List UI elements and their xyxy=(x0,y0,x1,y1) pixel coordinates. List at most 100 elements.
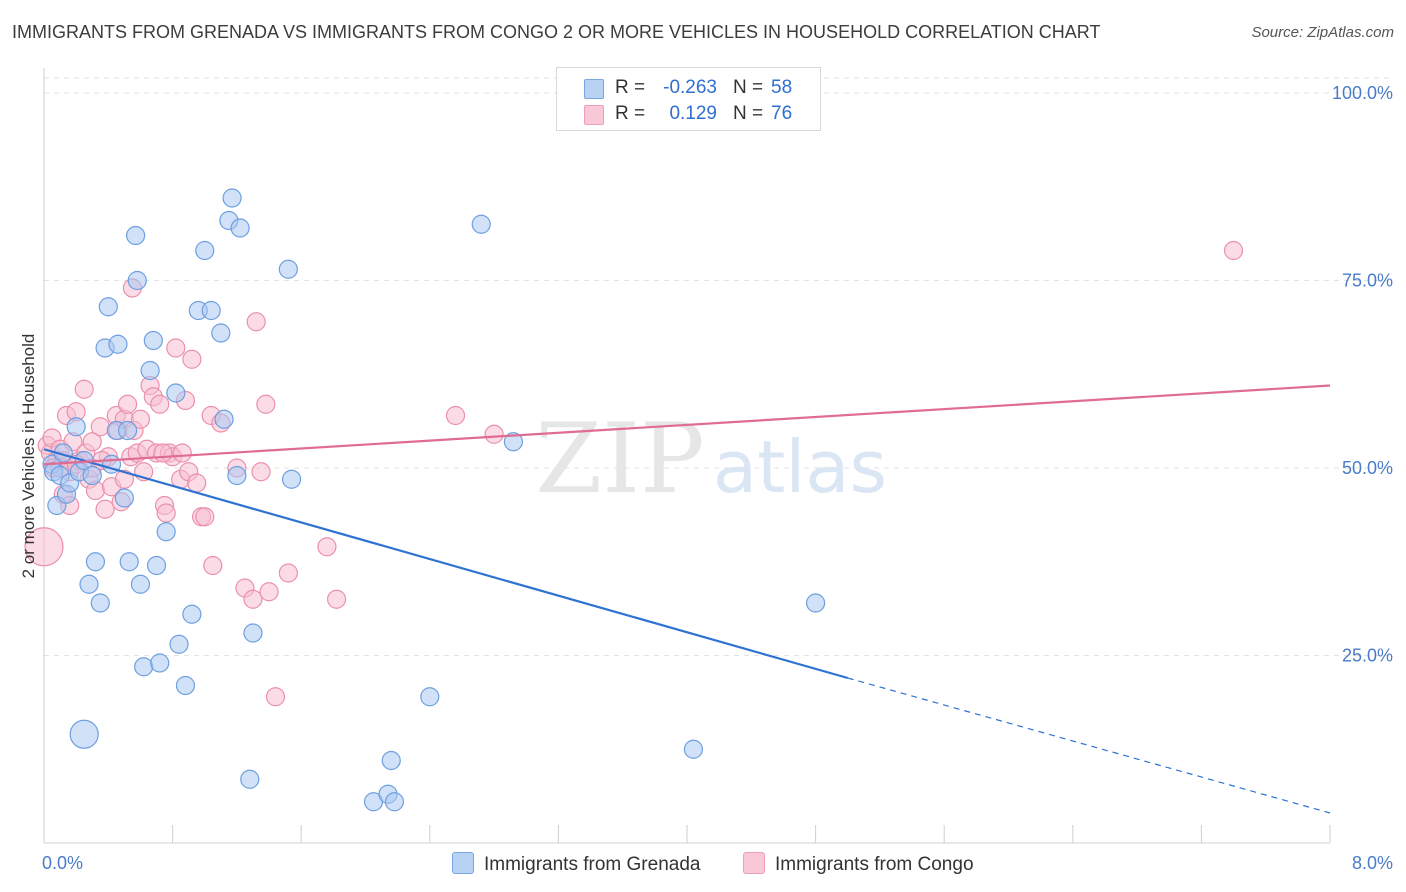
y-tick-label: 100.0% xyxy=(1332,83,1393,103)
grenada-point xyxy=(384,792,405,812)
grenada-point xyxy=(195,240,215,261)
congo-point xyxy=(153,443,173,463)
grenada-point xyxy=(240,769,260,789)
legend-label-congo: Immigrants from Congo xyxy=(775,854,974,875)
grenada-point xyxy=(230,218,250,238)
legend-item-grenada[interactable]: Immigrants from Grenada xyxy=(452,852,700,876)
grenada-point xyxy=(127,270,147,291)
congo-point xyxy=(187,473,207,493)
grenada-point xyxy=(420,687,440,707)
grenada-point xyxy=(222,188,242,208)
congo-point xyxy=(317,537,337,557)
y-tick-label: 25.0% xyxy=(1342,646,1393,666)
watermark: ZIP atlas xyxy=(535,403,887,515)
legend-n-value: 76 xyxy=(771,103,793,124)
congo-point xyxy=(95,499,115,519)
congo-point xyxy=(326,589,347,609)
grenada-point xyxy=(108,334,128,354)
grenada-point xyxy=(805,593,826,613)
grenada-point xyxy=(114,488,134,508)
congo-point xyxy=(150,394,170,414)
legend-r-label: R = xyxy=(615,103,646,124)
grenada-point xyxy=(227,465,247,486)
congo-point xyxy=(278,563,298,583)
grenada-point xyxy=(130,574,151,594)
grenada-point xyxy=(146,555,167,576)
legend-r-value: -0.263 xyxy=(663,77,717,98)
legend-r-label: R = xyxy=(615,77,646,98)
grenada-point xyxy=(85,552,106,572)
grenada-point xyxy=(182,604,202,624)
congo-point xyxy=(130,409,151,429)
legend-row-grenada: R = -0.263 N = 58 xyxy=(557,75,820,101)
trend-lines xyxy=(43,384,1331,814)
watermark-atlas: atlas xyxy=(713,425,887,509)
legend-n-label: N = xyxy=(733,77,764,98)
grenada-point xyxy=(166,383,186,403)
legend-r-value: 0.129 xyxy=(669,103,717,124)
grenada-point xyxy=(90,593,110,613)
legend-item-congo[interactable]: Immigrants from Congo xyxy=(743,852,974,876)
watermark-zip: ZIP xyxy=(535,403,704,515)
series-grenada-points xyxy=(42,188,826,812)
congo-point xyxy=(265,687,286,707)
legend-swatch-grenada xyxy=(584,79,604,99)
grenada-point xyxy=(82,465,102,486)
y-tick-label: 50.0% xyxy=(1342,458,1393,478)
grenada-trend-extension xyxy=(847,677,1331,814)
congo-point xyxy=(203,555,223,576)
source-label: Source: ZipAtlas.com xyxy=(1251,24,1394,41)
series-legend: Immigrants from Grenada Immigrants from … xyxy=(0,852,1406,878)
grenada-point xyxy=(69,719,99,749)
grenada-point xyxy=(175,675,196,696)
x-tick-labels: 0.0% 8.0% xyxy=(42,853,1393,873)
legend-label-grenada: Immigrants from Grenada xyxy=(484,854,701,875)
congo-point xyxy=(24,527,64,567)
congo-point xyxy=(445,405,466,426)
grenada-point xyxy=(281,469,302,489)
congo-trend-line xyxy=(43,384,1331,466)
legend-n-label: N = xyxy=(733,103,764,124)
congo-point xyxy=(74,379,94,399)
grenada-point xyxy=(134,657,154,677)
grenada-point xyxy=(79,574,99,594)
legend-swatch-grenada xyxy=(452,852,474,874)
grenada-point xyxy=(140,360,160,381)
x-tick-label: 8.0% xyxy=(1352,853,1393,873)
chart-title: IMMIGRANTS FROM GRENADA VS IMMIGRANTS FR… xyxy=(12,22,1101,42)
grenada-point xyxy=(119,552,139,572)
grenada-point xyxy=(98,297,118,317)
grid-lines xyxy=(44,77,1392,656)
grenada-point xyxy=(683,739,704,759)
congo-point xyxy=(156,503,176,523)
grenada-point xyxy=(150,653,170,673)
congo-point xyxy=(259,582,279,602)
congo-point xyxy=(195,507,215,527)
congo-point xyxy=(114,469,134,489)
x-tick-label: 0.0% xyxy=(42,853,83,873)
congo-point xyxy=(243,589,263,609)
congo-point xyxy=(172,443,192,463)
grenada-point xyxy=(126,225,146,246)
y-tick-labels: 25.0% 50.0% 75.0% 100.0% xyxy=(1332,83,1393,666)
legend-swatch-congo xyxy=(584,105,604,125)
grenada-point xyxy=(117,420,138,441)
grenada-point xyxy=(471,214,491,234)
congo-point xyxy=(251,462,271,482)
y-tick-label: 75.0% xyxy=(1342,271,1393,291)
congo-point xyxy=(82,432,102,452)
grenada-point xyxy=(211,323,231,343)
congo-point xyxy=(90,417,110,437)
grenada-point xyxy=(156,522,176,542)
grenada-point xyxy=(243,623,263,643)
y-axis-label: 2 or more Vehicles in Household xyxy=(19,334,38,579)
congo-point xyxy=(166,338,186,358)
grenada-point xyxy=(143,330,163,351)
congo-point xyxy=(182,349,202,369)
legend-swatch-congo xyxy=(743,852,765,874)
grenada-trend-line xyxy=(43,448,849,680)
legend-row-congo: R = 0.129 N = 76 xyxy=(557,101,820,127)
congo-point xyxy=(117,394,138,414)
congo-point xyxy=(246,312,266,332)
